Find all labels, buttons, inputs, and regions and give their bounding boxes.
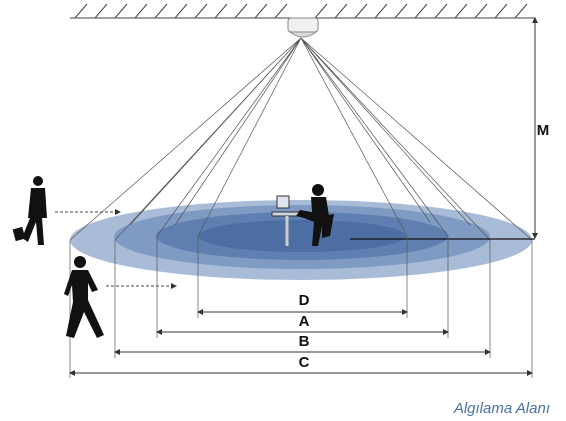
drop-lines	[69, 236, 533, 378]
person-at-desk	[271, 184, 334, 246]
label-b: B	[299, 333, 310, 350]
person-walking-1	[12, 176, 47, 245]
label-c: C	[299, 354, 310, 371]
label-d: D	[299, 292, 310, 309]
person-walking-2	[64, 256, 104, 338]
label-a: A	[299, 313, 310, 330]
detection-zones	[70, 200, 532, 280]
dimensions: D A B C	[69, 292, 533, 376]
label-m: M	[537, 122, 550, 139]
height-line: M	[350, 17, 550, 240]
cone-lines	[69, 37, 533, 241]
ceiling	[70, 3, 535, 19]
caption: Algılama Alanı	[453, 400, 550, 417]
sensor	[287, 17, 319, 38]
